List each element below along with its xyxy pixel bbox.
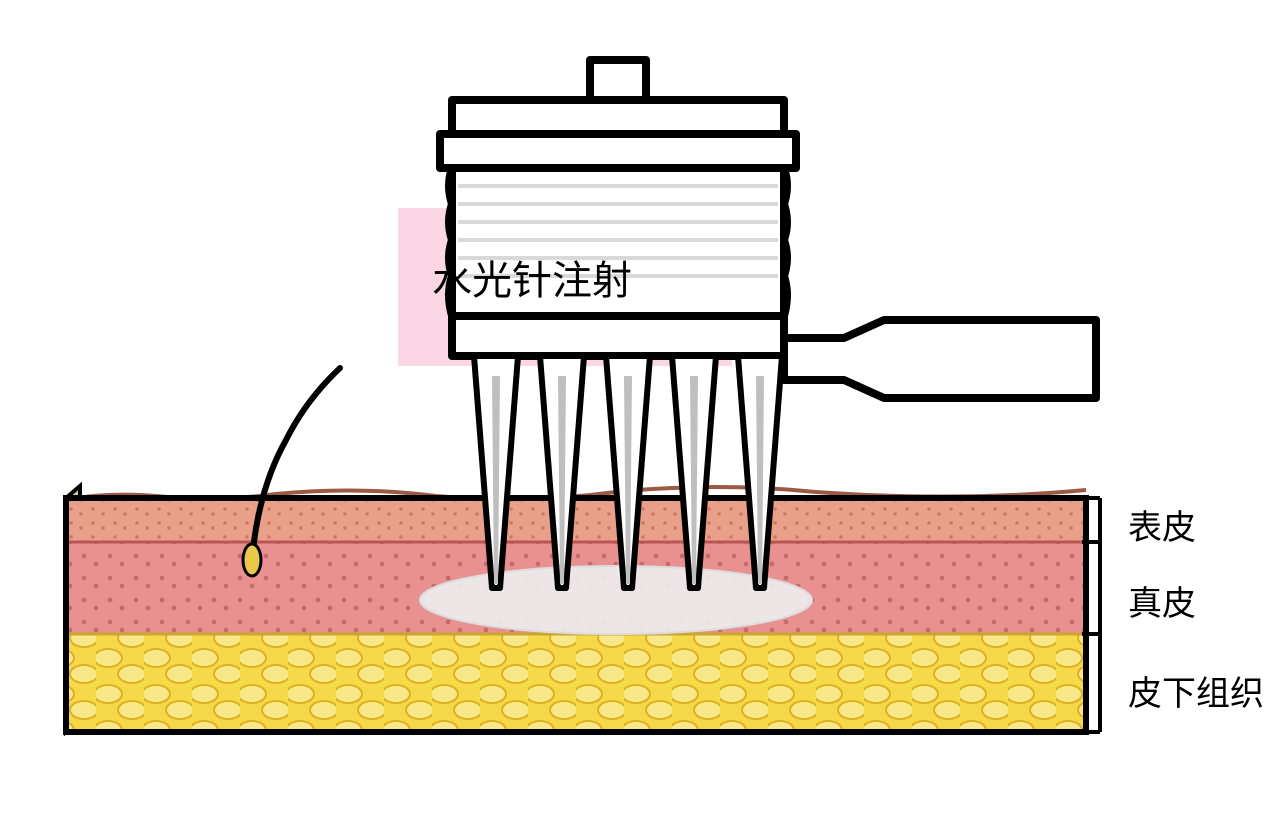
- skin-block: [66, 486, 1086, 732]
- diagram-stage: { "canvas":{"width":1280,"height":814,"b…: [0, 0, 1280, 814]
- diagram-svg: [0, 0, 1280, 814]
- layer-label-subcutis: 皮下组织: [1128, 666, 1264, 715]
- layer-label-dermis: 真皮: [1128, 576, 1196, 625]
- layer-label-epidermis: 表皮: [1128, 500, 1196, 549]
- device-label: 水光针注射: [432, 248, 632, 306]
- injection-device: [440, 60, 1096, 398]
